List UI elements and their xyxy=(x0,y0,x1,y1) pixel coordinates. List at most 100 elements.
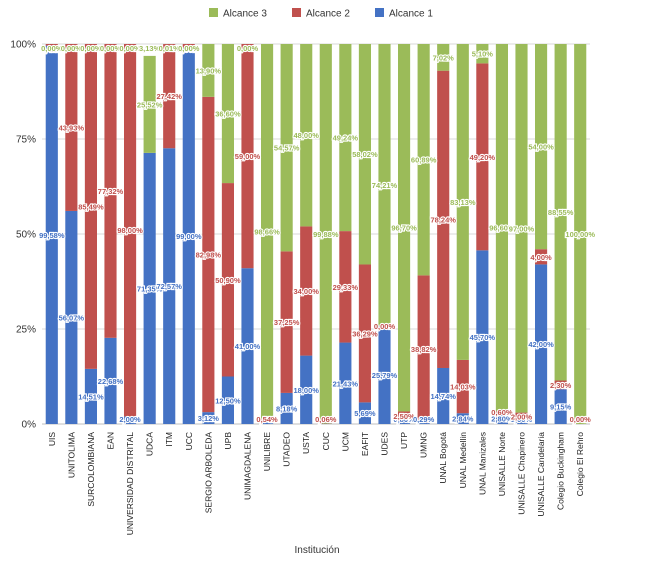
data-label: 49,24% xyxy=(333,134,359,143)
legend-label: Alcance 2 xyxy=(306,9,350,20)
x-tick-label: UNISALLE Candelaria xyxy=(536,432,546,517)
y-tick-label: 75% xyxy=(16,135,36,146)
bar-segment xyxy=(456,359,469,414)
bar-segment xyxy=(358,402,371,424)
bar-segment xyxy=(163,44,176,149)
data-label: 25,52% xyxy=(137,100,163,109)
x-tick-label: UNAL Manizales xyxy=(477,432,487,495)
data-label: 82,98% xyxy=(196,250,222,259)
x-tick-label: UTADEO xyxy=(282,432,292,467)
data-label: 0,00% xyxy=(374,322,396,331)
x-tick-label: UNAL Bogotá xyxy=(438,432,448,484)
y-tick-label: 0% xyxy=(22,420,37,431)
x-tick-label: EAN xyxy=(106,432,116,449)
data-label: 2,00% xyxy=(119,415,141,424)
data-label: 2,00% xyxy=(511,412,533,421)
data-label: 100,00% xyxy=(565,230,595,239)
bar-segment xyxy=(339,44,352,232)
data-label: 96,60% xyxy=(489,224,515,233)
bar-segment xyxy=(535,264,548,424)
bar-segment xyxy=(319,44,332,424)
y-tick-label: 25% xyxy=(16,325,36,336)
bar-segment xyxy=(515,412,528,421)
bar-segment xyxy=(143,55,156,153)
x-tick-label: UIS xyxy=(47,432,57,447)
bar-segment xyxy=(202,44,215,97)
data-label: 0,00% xyxy=(570,415,592,424)
data-label: 50,90% xyxy=(215,276,241,285)
bar-segment xyxy=(261,418,274,421)
x-tick-label: SURCOLOMBIANA xyxy=(86,432,96,507)
data-label: 36,60% xyxy=(215,110,241,119)
data-label: 2,80% xyxy=(491,415,513,424)
data-label: 0,29% xyxy=(413,415,435,424)
bar-segment xyxy=(437,367,450,424)
data-label: 60,89% xyxy=(411,156,437,165)
data-label: 21,43% xyxy=(333,379,359,388)
x-tick-label: UNIMAGDALENA xyxy=(243,432,253,500)
bar-segment xyxy=(495,44,508,412)
data-label: 0,54% xyxy=(256,415,278,424)
data-label: 1,00% xyxy=(511,415,533,424)
legend: Alcance 3 Alcance 2 Alcance 1 xyxy=(209,8,433,20)
bar-segment xyxy=(456,44,469,360)
data-label: 48,00% xyxy=(293,131,319,140)
data-label: 18,00% xyxy=(293,386,319,395)
bar-segment xyxy=(221,376,234,424)
bar-segment xyxy=(45,44,58,46)
bar-segment xyxy=(182,44,195,48)
data-label: 99,88% xyxy=(313,230,339,239)
data-label: 42,00% xyxy=(528,340,554,349)
bar-segment xyxy=(221,183,234,377)
legend-label: Alcance 1 xyxy=(389,9,433,20)
data-label: 98,66% xyxy=(254,227,280,236)
bar-segment xyxy=(45,45,58,424)
legend-swatch xyxy=(375,8,384,17)
bar-segment xyxy=(378,325,391,424)
data-label: 88,55% xyxy=(548,208,574,217)
x-axis: UIS UNITOLIMA SURCOLOMBIANA EAN UNIVERSIDAD … xyxy=(47,432,585,536)
bar-segment xyxy=(398,44,411,412)
bar-segment xyxy=(515,44,528,413)
data-label: 27,42% xyxy=(156,92,182,101)
data-label: 22,68% xyxy=(98,377,124,386)
x-tick-label: UCM xyxy=(340,432,350,451)
data-label: 49,20% xyxy=(470,153,496,162)
bar-segment xyxy=(358,264,371,403)
data-label: 4,00% xyxy=(530,253,552,262)
x-tick-label: UMNG xyxy=(419,432,429,458)
data-label-top: 0,00% xyxy=(41,44,63,53)
data-label: 29,33% xyxy=(333,283,359,292)
bar-segment xyxy=(398,411,411,421)
bar-segment xyxy=(104,337,117,424)
bar-segment xyxy=(163,148,176,424)
data-label: 77,32% xyxy=(98,187,124,196)
x-tick-label: UNISALLE Norte xyxy=(497,432,507,497)
bar-segment xyxy=(554,380,567,390)
data-label-top: 0,00% xyxy=(80,44,102,53)
data-label: 0,80% xyxy=(393,415,415,424)
data-label: 7,02% xyxy=(433,53,455,62)
bar-segment xyxy=(495,413,508,424)
bar-segment xyxy=(202,96,215,413)
bar-segment xyxy=(476,63,489,251)
data-label: 59,00% xyxy=(235,152,261,161)
bar-segment xyxy=(261,44,274,419)
bar-segment xyxy=(84,368,97,424)
data-label: 54,00% xyxy=(528,143,554,152)
data-label: 97,00% xyxy=(509,224,535,233)
data-label: 0,42% xyxy=(41,45,63,54)
bar-segment xyxy=(574,44,587,424)
data-label: 5,10% xyxy=(472,50,494,59)
bar-segment xyxy=(398,420,411,424)
data-label: 2,50% xyxy=(393,412,415,421)
bar-segment xyxy=(456,413,469,424)
x-tick-label: UNIVERSIDAD DISTRITAL xyxy=(125,432,135,536)
bar-segment xyxy=(65,210,78,424)
data-label-top: 3,13% xyxy=(139,44,161,53)
bar-segment xyxy=(437,44,450,71)
x-tick-label: UPB xyxy=(223,432,233,450)
data-label: 45,70% xyxy=(470,333,496,342)
bar-segment xyxy=(300,226,313,356)
